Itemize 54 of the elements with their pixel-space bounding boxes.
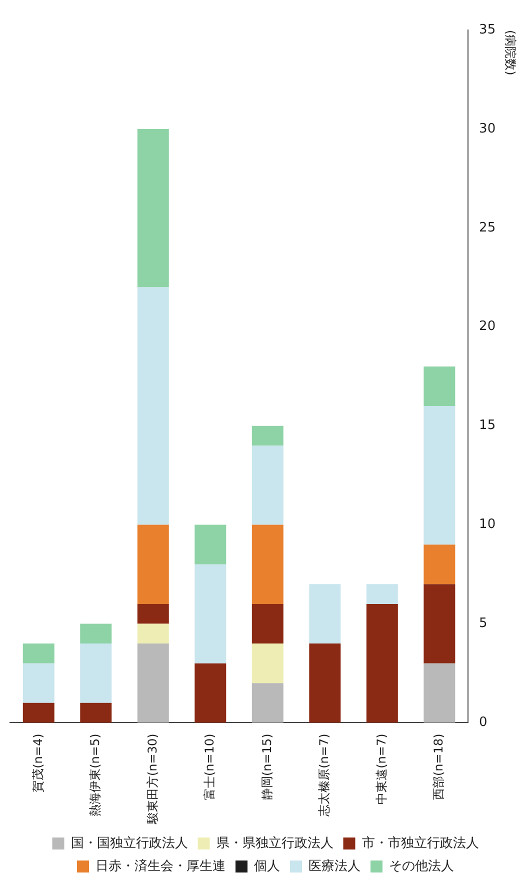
- bar: [22, 702, 54, 723]
- legend-label: 日赤・済生会・厚生連: [96, 858, 226, 874]
- y-tick-label: 0: [479, 715, 488, 730]
- bar: [137, 624, 169, 644]
- x-tick-label: 富士(n=10): [202, 734, 217, 800]
- x-tick-label: 志太榛原(n=7): [317, 734, 332, 816]
- bar: [194, 564, 226, 664]
- bar: [137, 604, 169, 624]
- bar: [80, 624, 112, 644]
- bar: [194, 663, 226, 723]
- x-tick-label: 静岡(n=15): [260, 734, 274, 800]
- bar: [309, 584, 341, 644]
- legend-label: 市・市独立行政法人: [362, 834, 479, 851]
- legend-label: 国・国独立行政法人: [70, 834, 188, 851]
- y-tick-label: 25: [479, 220, 496, 236]
- y-tick-label: 10: [479, 517, 496, 532]
- legend-label: 個人: [254, 858, 280, 874]
- bar: [252, 644, 284, 684]
- legend-label: 県・県独立行政法人: [216, 834, 334, 851]
- x-tick-label: 中東遠(n=7): [374, 734, 388, 804]
- bar: [252, 683, 284, 723]
- y-tick-label: 30: [479, 121, 496, 136]
- y-axis-title: (病院数): [504, 30, 518, 76]
- x-tick-label: 駿東田方(n=30): [145, 734, 160, 826]
- bar: [366, 584, 398, 604]
- bar: [424, 406, 456, 545]
- legend-label: 医療法人: [308, 858, 360, 874]
- legend-label: その他法人: [389, 858, 454, 874]
- bar: [137, 128, 169, 288]
- x-tick-label: 熱海伊東(n=5): [88, 734, 102, 816]
- bar: [194, 524, 226, 564]
- x-tick-label: 賀茂(n=4): [30, 734, 45, 792]
- bar: [252, 426, 284, 446]
- bar: [366, 604, 398, 723]
- bar: [22, 644, 54, 664]
- bar: [137, 644, 169, 723]
- bar: [80, 644, 112, 703]
- bar: [252, 446, 284, 525]
- bar: [137, 524, 169, 604]
- bar: [424, 544, 456, 584]
- bar: [424, 366, 456, 406]
- y-tick-label: 15: [479, 418, 496, 434]
- bar: [80, 702, 112, 723]
- y-tick-label: 5: [479, 616, 488, 632]
- bar: [252, 524, 284, 604]
- bar: [22, 663, 54, 703]
- y-tick-label: 20: [479, 319, 496, 334]
- y-tick-label: 35: [479, 22, 496, 38]
- x-tick-label: 西部(n=18): [432, 734, 446, 800]
- bar: [137, 287, 169, 525]
- bar: [424, 584, 456, 664]
- bar: [309, 644, 341, 723]
- bar: [252, 604, 284, 644]
- bar: [424, 663, 456, 723]
